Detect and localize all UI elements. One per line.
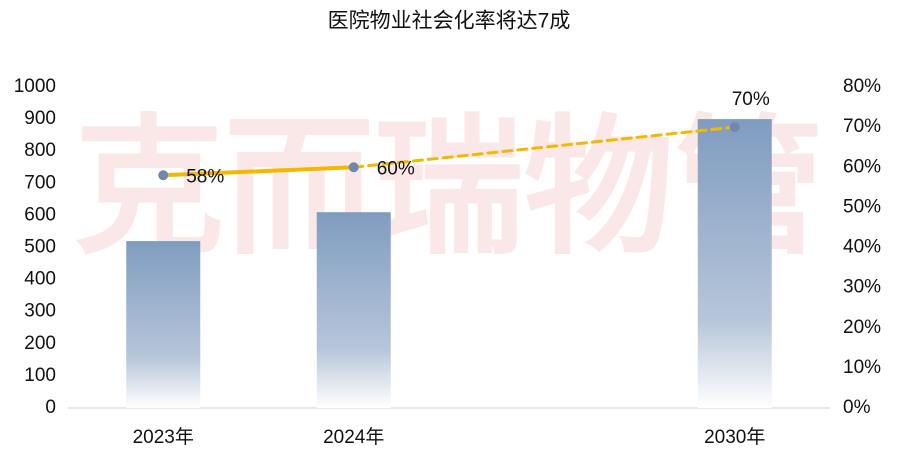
x-tick-label: 2030年	[704, 426, 765, 448]
y-tick-label: 400	[24, 269, 56, 290]
x-tick-label: 2023年	[133, 426, 194, 448]
value-label: 58%	[186, 166, 224, 187]
y-tick-label: 700	[24, 172, 56, 193]
y2-tick-label: 20%	[843, 317, 881, 338]
bar	[126, 241, 201, 408]
y-tick-label: 500	[24, 237, 56, 258]
line-marker	[158, 170, 169, 181]
y-tick-label: 100	[24, 365, 56, 386]
y2-tick-label: 80%	[843, 76, 881, 97]
y2-tick-label: 40%	[843, 237, 881, 258]
y-tick-label: 0	[45, 397, 56, 418]
y-tick-label: 900	[24, 108, 56, 129]
line-marker	[348, 162, 359, 173]
y2-tick-label: 0%	[843, 397, 871, 418]
projection-line	[352, 125, 737, 169]
y-tick-label: 1000	[14, 76, 56, 97]
line-marker	[729, 122, 740, 133]
y-tick-label: 200	[24, 333, 56, 354]
bar	[316, 212, 391, 408]
y-tick-label: 800	[24, 140, 56, 161]
y-tick-label: 300	[24, 301, 56, 322]
y2-tick-label: 60%	[843, 156, 881, 177]
y2-tick-label: 30%	[843, 277, 881, 298]
y2-tick-label: 70%	[843, 116, 881, 137]
value-label: 60%	[377, 158, 415, 179]
x-tick-label: 2024年	[323, 426, 384, 448]
chart-title: 医院物业社会化率将达7成	[328, 10, 571, 33]
y-tick-label: 600	[24, 204, 56, 225]
bar	[697, 119, 772, 408]
y2-tick-label: 50%	[843, 196, 881, 217]
line-segment	[161, 165, 356, 178]
value-label: 70%	[732, 89, 770, 110]
y2-tick-label: 10%	[843, 357, 881, 378]
